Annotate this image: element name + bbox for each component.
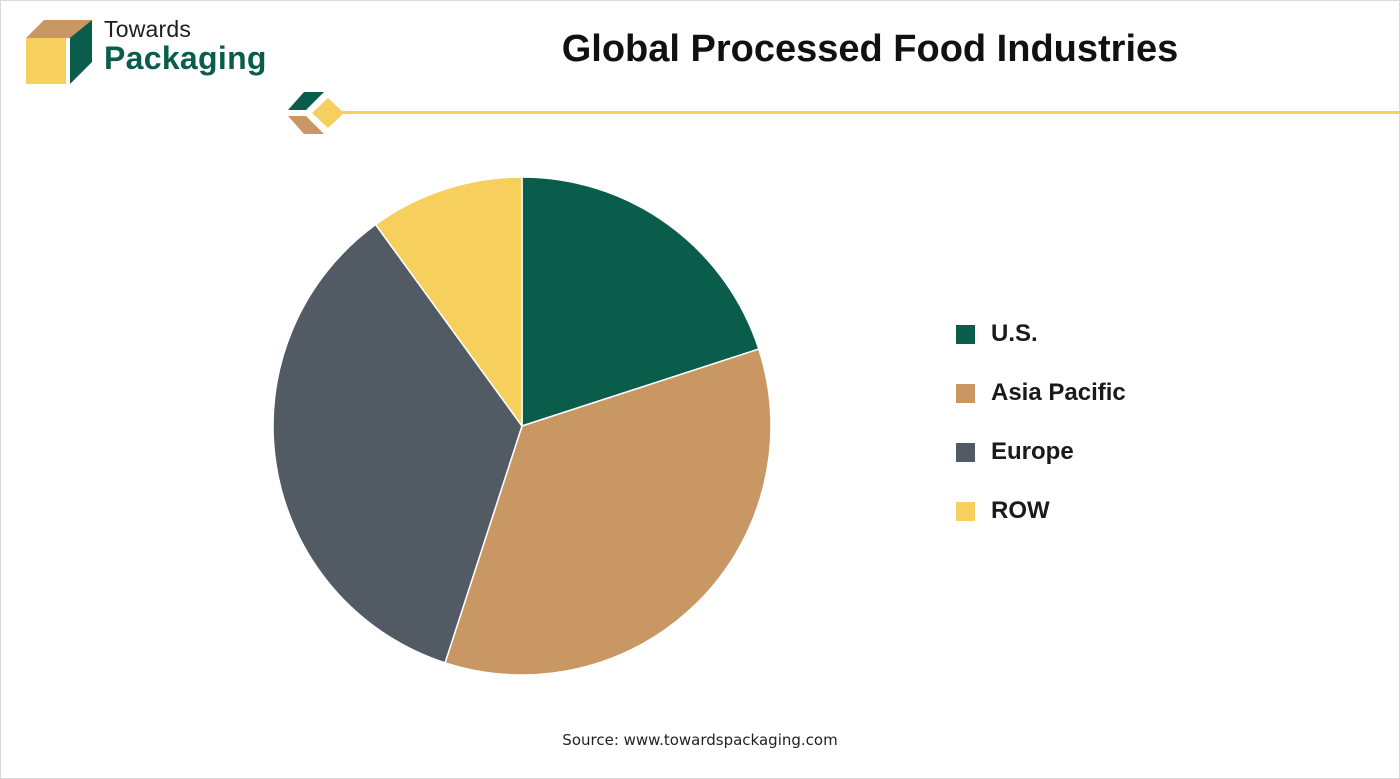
legend-swatch [956,443,975,462]
pie-slice-row [374,176,523,429]
page-title: Global Processed Food Industries [561,28,1179,70]
legend-label: ROW [991,497,1050,524]
pie-slice-u-s [521,176,760,428]
brand-name-top: Towards [104,16,192,42]
legend-swatch [956,384,975,403]
source-note: Source: www.towardspackaging.com [562,731,838,749]
legend-swatch [956,502,975,521]
pie-slice-asia-pacific [444,348,772,676]
legend-label: U.S. [991,320,1038,347]
brand-logo: Towards Packaging [24,14,284,86]
legend-swatch [956,325,975,344]
pie-slice-europe [272,223,523,664]
pie-chart [272,176,772,676]
diamond-divider-icon [288,92,344,134]
legend-label: Europe [991,438,1074,465]
brand-name-bottom: Packaging [104,40,267,76]
box-logo-icon [26,20,92,84]
title-divider-line [330,111,1400,114]
legend-label: Asia Pacific [991,379,1126,406]
